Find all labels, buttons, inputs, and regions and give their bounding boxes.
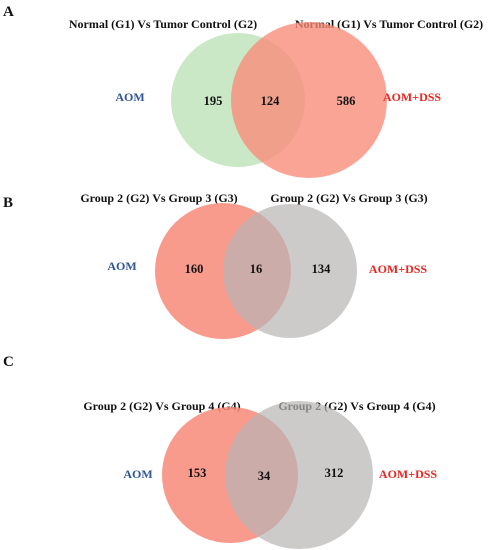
panel-letter-a: A — [3, 4, 14, 20]
panel-c-right-only-count: 312 — [325, 466, 344, 480]
panel-a-aom-dss-label: AOM+DSS — [383, 90, 442, 104]
panel-b-right-set-title: Group 2 (G2) Vs Group 3 (G3) — [270, 191, 427, 205]
panel-b-left-set-title: Group 2 (G2) Vs Group 3 (G3) — [80, 191, 237, 205]
panel-letter-b: B — [3, 195, 13, 211]
panel-b-right-circle — [223, 204, 357, 338]
panel-c-right-circle — [225, 401, 373, 549]
panel-b-right-only-count: 134 — [312, 262, 332, 276]
panel-b: B Group 2 (G2) Vs Group 3 (G3) Group 2 (… — [3, 191, 428, 339]
panel-a-right-set-title: Normal (G1) Vs Tumor Control (G2) — [295, 17, 483, 31]
panel-a-left-only-count: 195 — [204, 94, 223, 108]
panel-a-right-only-count: 586 — [337, 94, 356, 108]
panel-c-aom-dss-label: AOM+DSS — [379, 467, 438, 481]
panel-c-intersection-count: 34 — [258, 469, 271, 483]
panel-c: C Group 2 (G2) Vs Group 4 (G4) Group 2 (… — [3, 354, 437, 549]
panel-b-aom-dss-label: AOM+DSS — [369, 262, 428, 276]
panel-c-left-only-count: 153 — [188, 466, 207, 480]
panel-a-aom-label: AOM — [115, 90, 144, 104]
panel-b-left-only-count: 160 — [185, 262, 204, 276]
panel-a-intersection-count: 124 — [261, 94, 281, 108]
panel-c-aom-label: AOM — [123, 467, 152, 481]
panel-a-right-circle — [231, 22, 387, 178]
panel-a-left-set-title: Normal (G1) Vs Tumor Control (G2) — [69, 17, 257, 31]
panel-b-intersection-count: 16 — [250, 262, 263, 276]
panel-b-aom-label: AOM — [107, 259, 136, 273]
panel-a: A Normal (G1) Vs Tumor Control (G2) Norm… — [3, 4, 483, 178]
panel-letter-c: C — [3, 354, 14, 370]
panel-c-left-set-title: Group 2 (G2) Vs Group 4 (G4) — [83, 399, 240, 413]
